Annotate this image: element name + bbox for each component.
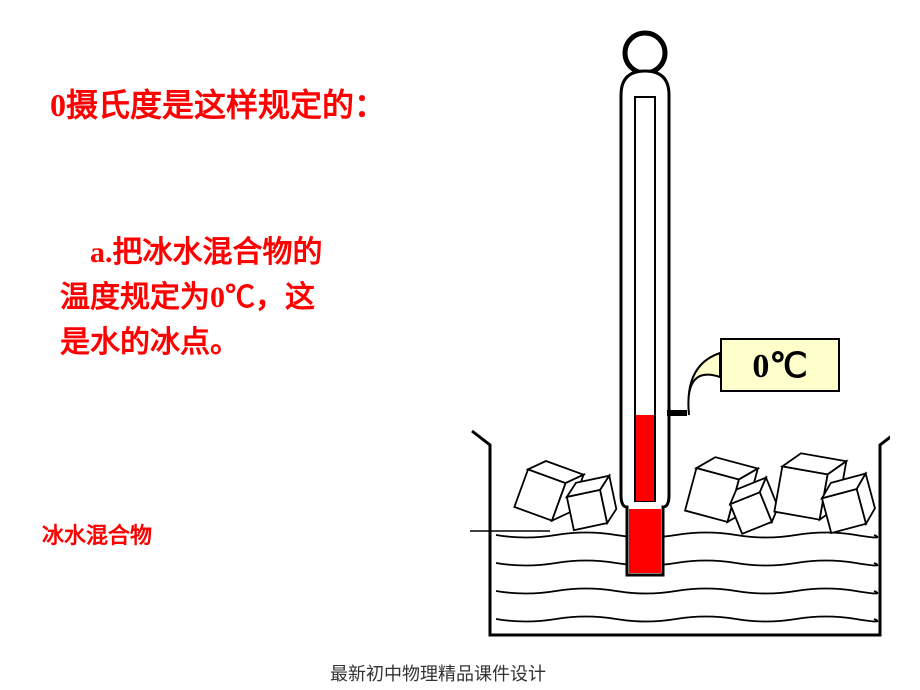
- footer-caption: 最新初中物理精品课件设计: [330, 660, 546, 686]
- temperature-callout: 0℃: [720, 338, 840, 392]
- body-line-3: 是水的冰点。: [60, 320, 323, 365]
- ice-water-label: 冰水混合物: [42, 518, 152, 550]
- body-line-1: a.把冰水混合物的: [60, 230, 323, 275]
- body-paragraph: a.把冰水混合物的 温度规定为0℃，这 是水的冰点。: [60, 230, 323, 365]
- body-line-2: 温度规定为0℃，这: [60, 275, 323, 320]
- thermometer-diagram: [470, 15, 890, 655]
- slide-title: 0摄氏度是这样规定的：: [50, 80, 386, 126]
